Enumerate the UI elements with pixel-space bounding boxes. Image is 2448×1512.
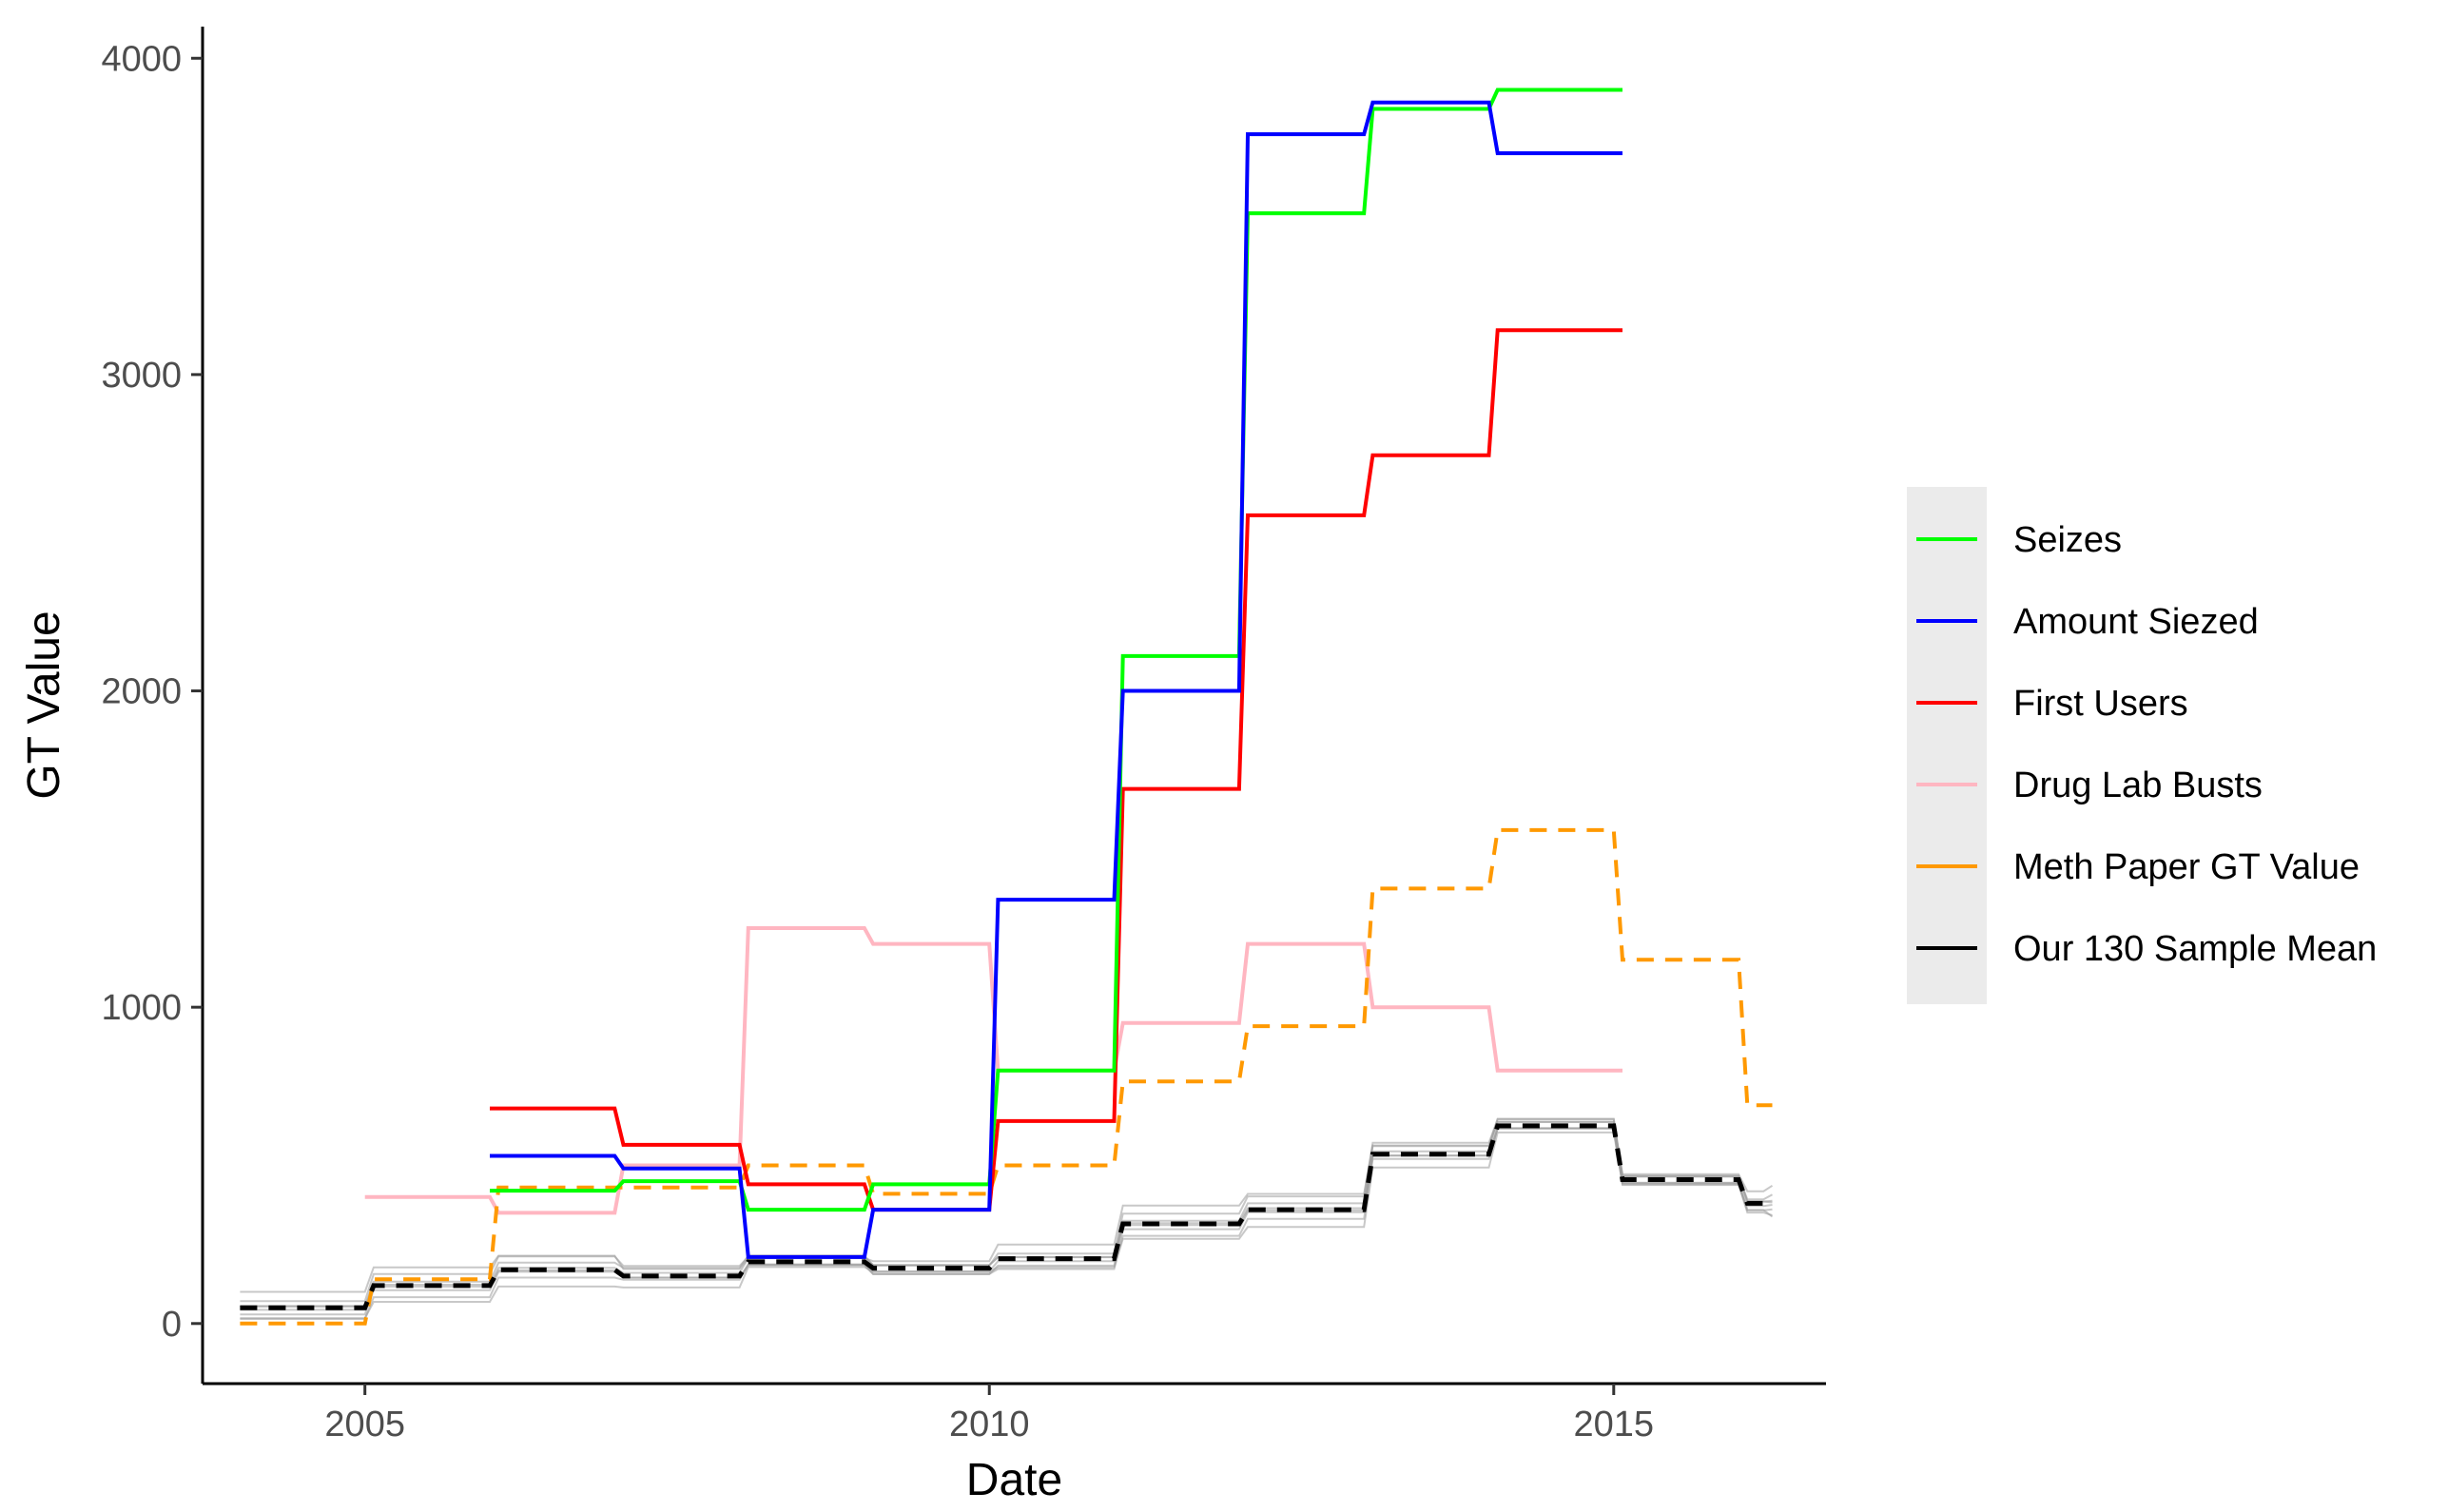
legend-label-our-130-sample-mean: Our 130 Sample Mean [2013,929,2377,969]
x-tick-label: 2015 [1574,1405,1655,1444]
series-line-first-users [490,328,1622,1212]
series-line-seizes [490,87,1622,1212]
legend-label-amount-siezed: Amount Siezed [2013,602,2259,642]
legend-key-background [1907,487,1987,1004]
x-axis-title: Date [966,1455,1062,1505]
x-tick-label: 2010 [949,1405,1030,1444]
legend-label-first-users: First Users [2013,684,2188,724]
legend-label-drug-lab-busts: Drug Lab Busts [2013,766,2263,805]
y-tick-label: 0 [162,1305,182,1345]
x-tick-label: 2005 [324,1405,405,1444]
legend: Seizes Amount Siezed First Users Drug Lab B… [1907,487,2377,1004]
legend-label-meth-paper-gt-value: Meth Paper GT Value [2013,847,2360,887]
y-axis-title: GT Value [19,611,69,799]
series-line-meth-paper-gt-value [240,827,1773,1326]
tick-labels: 0 1000 2000 3000 4000 2005 2010 2015 [101,39,1654,1444]
y-tick-label: 4000 [101,39,182,79]
plot-series [240,87,1773,1326]
legend-label-seizes: Seizes [2013,520,2122,560]
series-line-our-130-sample-mean [240,1123,1773,1310]
sample-line [240,1127,1773,1311]
sample-line [240,1118,1773,1303]
series-line-amount-siezed [490,100,1622,1259]
y-tick-label: 3000 [101,356,182,396]
sample-band [240,1117,1774,1320]
axes [191,27,1826,1395]
y-tick-label: 1000 [101,988,182,1028]
y-tick-label: 2000 [101,672,182,712]
